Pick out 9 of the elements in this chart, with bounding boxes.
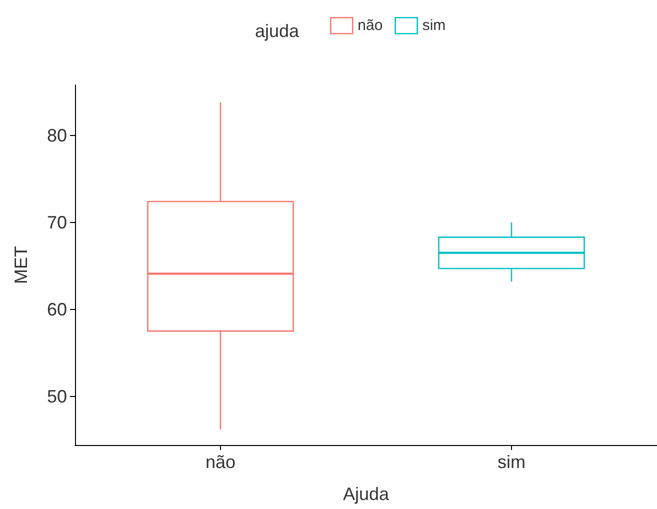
y-tick-label: 60 bbox=[46, 299, 67, 320]
legend-label: não bbox=[358, 17, 383, 34]
y-tick-label: 70 bbox=[46, 212, 67, 232]
y-tick-label: 80 bbox=[46, 125, 67, 146]
x-axis-title: Ajuda bbox=[342, 484, 390, 504]
legend-label: sim bbox=[422, 17, 446, 34]
y-axis-title: MET bbox=[11, 246, 31, 284]
legend-title: ajuda bbox=[255, 21, 300, 41]
y-tick-label: 50 bbox=[46, 386, 67, 406]
